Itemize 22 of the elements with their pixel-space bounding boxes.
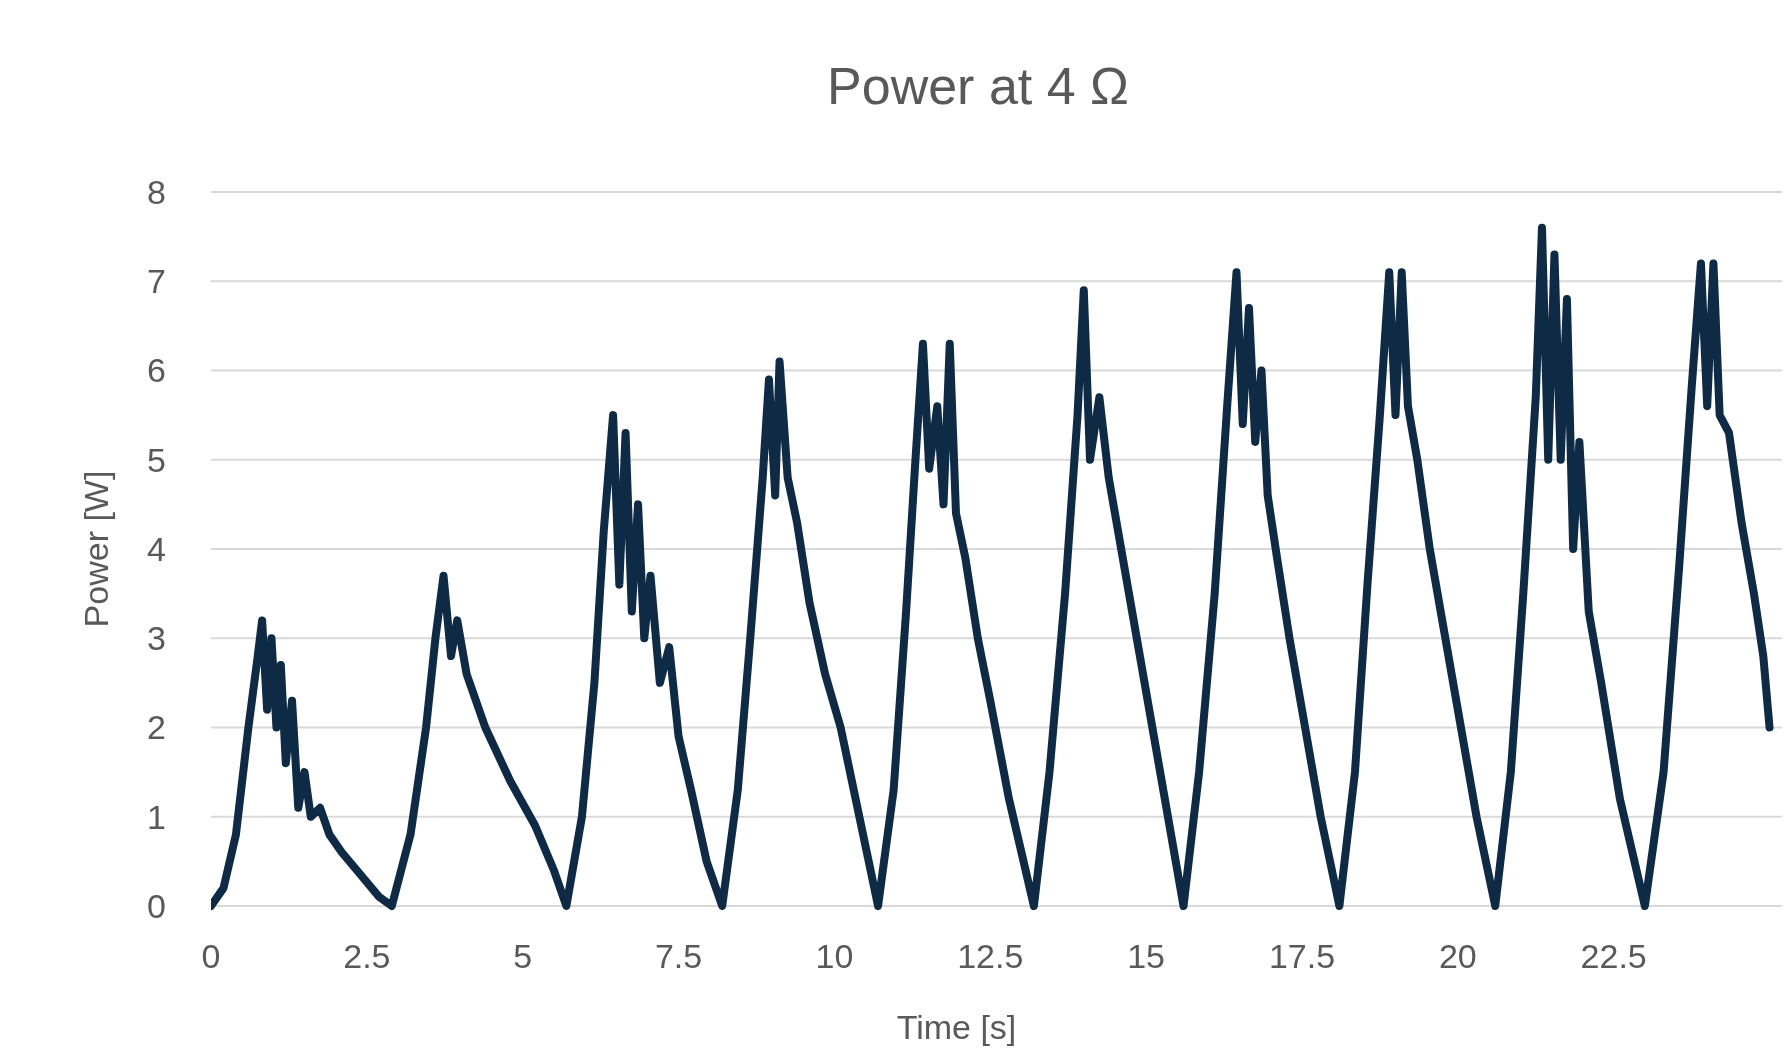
y-tick-label: 3 (147, 619, 166, 658)
y-tick-label: 7 (147, 262, 166, 301)
y-tick-label: 0 (147, 886, 166, 925)
y-tick-label: 8 (147, 172, 166, 211)
y-tick-label: 6 (147, 351, 166, 390)
x-tick-label: 10 (815, 937, 854, 975)
x-tick-label: 2.5 (343, 937, 391, 975)
x-tick-label: 20 (1438, 937, 1477, 975)
x-axis-title: Time [s] (896, 1008, 1017, 1046)
x-tick-label: 17.5 (1268, 937, 1336, 975)
x-tick-label: 7.5 (654, 937, 703, 975)
y-tick-label: 5 (147, 440, 166, 479)
x-tick-label: 5 (513, 937, 533, 975)
x-tick-label: 15 (1127, 937, 1166, 975)
x-tick-label: 22.5 (1580, 937, 1647, 975)
y-tick-label: 4 (147, 529, 166, 568)
chart-title: Power at 4 Ω (827, 57, 1129, 115)
y-tick-label: 2 (147, 708, 166, 747)
x-tick-label: 0 (201, 937, 221, 975)
y-tick-label: 1 (147, 797, 166, 836)
y-axis-title: Power [W] (77, 470, 115, 628)
x-tick-label: 12.5 (957, 937, 1024, 975)
